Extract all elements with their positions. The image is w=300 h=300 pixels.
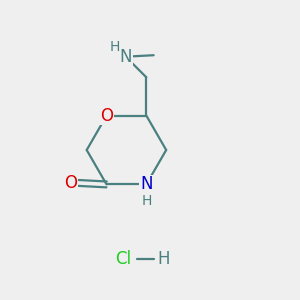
Text: H: H — [109, 40, 120, 54]
Text: O: O — [64, 174, 77, 192]
Text: N: N — [140, 176, 153, 194]
Text: N: N — [119, 48, 132, 66]
Text: H: H — [157, 250, 169, 268]
Text: H: H — [141, 194, 152, 208]
Text: O: O — [100, 106, 113, 124]
Text: Cl: Cl — [116, 250, 132, 268]
